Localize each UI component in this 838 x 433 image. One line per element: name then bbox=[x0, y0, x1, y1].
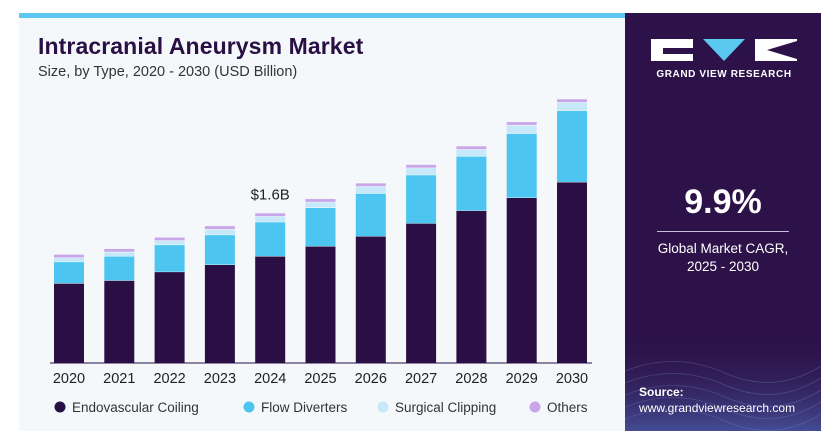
bar-flow-diverters-2024 bbox=[255, 221, 286, 257]
bar-surgical-clipping-2025 bbox=[305, 201, 336, 208]
bar-endovascular-coiling-2030 bbox=[557, 181, 587, 363]
bar-flow-diverters-2026 bbox=[355, 193, 386, 237]
data-label-2024: $1.6B bbox=[251, 186, 290, 203]
bar-endovascular-coiling-2024 bbox=[255, 256, 286, 363]
bar-endovascular-coiling-2029 bbox=[506, 197, 537, 363]
chart-title: Intracranial Aneurysm Market bbox=[38, 33, 364, 59]
x-tick-label-2026: 2026 bbox=[355, 371, 387, 387]
bar-others-2028 bbox=[456, 146, 487, 150]
bar-surgical-clipping-2020 bbox=[54, 257, 84, 262]
bar-others-2023 bbox=[204, 226, 235, 229]
cagr-value: 9.9% bbox=[684, 183, 762, 221]
x-tick-label-2024: 2024 bbox=[254, 371, 286, 387]
stacked-bar-chart: 2020 2021 2022 2023 2024 $1.6B 2025 2026 2027 202… bbox=[50, 99, 592, 415]
bar-others-2026 bbox=[355, 183, 386, 187]
bar-surgical-clipping-2030 bbox=[557, 102, 587, 111]
bar-flow-diverters-2030 bbox=[557, 110, 587, 182]
legend-marker-others bbox=[529, 401, 541, 413]
legend-label-others: Others bbox=[547, 400, 588, 415]
source-label: Source: bbox=[639, 385, 684, 399]
bar-surgical-clipping-2023 bbox=[204, 228, 235, 235]
legend-label-flow-diverters: Flow Diverters bbox=[261, 400, 348, 415]
x-tick-label-2022: 2022 bbox=[153, 371, 185, 387]
x-tick-label-2025: 2025 bbox=[304, 371, 336, 387]
bar-others-2021 bbox=[104, 248, 135, 252]
bar-surgical-clipping-2021 bbox=[104, 251, 135, 257]
legend-marker-surgical-clipping bbox=[377, 401, 389, 413]
bar-flow-diverters-2021 bbox=[104, 256, 135, 281]
bar-endovascular-coiling-2021 bbox=[104, 280, 135, 363]
bar-endovascular-coiling-2023 bbox=[204, 264, 235, 363]
bar-others-2029 bbox=[506, 122, 537, 125]
source-url[interactable]: www.grandviewresearch.com bbox=[639, 401, 796, 415]
bar-surgical-clipping-2024 bbox=[255, 216, 286, 222]
bar-endovascular-coiling-2028 bbox=[456, 210, 487, 363]
bar-others-2020 bbox=[54, 254, 84, 258]
bar-surgical-clipping-2026 bbox=[355, 186, 386, 194]
legend-label-endovascular-coiling: Endovascular Coiling bbox=[72, 400, 199, 415]
brand-name: GRAND VIEW RESEARCH bbox=[656, 69, 792, 80]
sidebar-panel: GRAND VIEW RESEARCH 9.9% Global Market C… bbox=[625, 13, 821, 431]
bar-flow-diverters-2027 bbox=[406, 174, 437, 224]
bar-flow-diverters-2023 bbox=[204, 234, 235, 265]
bar-others-2027 bbox=[406, 164, 437, 168]
bar-endovascular-coiling-2020 bbox=[54, 283, 84, 363]
legend-label-surgical-clipping: Surgical Clipping bbox=[395, 400, 496, 415]
x-tick-label-2020: 2020 bbox=[53, 371, 85, 387]
bar-surgical-clipping-2022 bbox=[154, 240, 185, 245]
legend-marker-flow-diverters bbox=[243, 401, 255, 413]
x-tick-label-2028: 2028 bbox=[455, 371, 487, 387]
bar-others-2030 bbox=[557, 99, 587, 103]
bar-endovascular-coiling-2025 bbox=[305, 246, 336, 363]
bar-surgical-clipping-2029 bbox=[506, 124, 537, 134]
cagr-label: Global Market CAGR, 2025 - 2030 bbox=[625, 240, 821, 276]
bar-others-2025 bbox=[305, 199, 336, 202]
bar-others-2024 bbox=[255, 213, 286, 217]
x-tick-label-2021: 2021 bbox=[103, 371, 135, 387]
bar-others-2022 bbox=[154, 237, 185, 241]
decorative-waves bbox=[625, 331, 821, 431]
bar-flow-diverters-2025 bbox=[305, 207, 336, 247]
x-tick-label-2027: 2027 bbox=[405, 371, 437, 387]
x-tick-label-2029: 2029 bbox=[506, 371, 538, 387]
cagr-label-line2: 2025 - 2030 bbox=[686, 259, 760, 274]
cagr-divider bbox=[657, 231, 789, 232]
bar-flow-diverters-2029 bbox=[506, 133, 537, 198]
legend-marker-endovascular-coiling bbox=[54, 401, 66, 413]
bar-surgical-clipping-2027 bbox=[406, 167, 437, 175]
bar-surgical-clipping-2028 bbox=[456, 149, 487, 157]
bar-endovascular-coiling-2026 bbox=[355, 236, 386, 363]
x-tick-label-2030: 2030 bbox=[556, 371, 588, 387]
bar-endovascular-coiling-2022 bbox=[154, 271, 185, 363]
bar-flow-diverters-2022 bbox=[154, 244, 185, 272]
cagr-label-line1: Global Market CAGR, bbox=[657, 241, 789, 256]
chart-subtitle: Size, by Type, 2020 - 2030 (USD Billion) bbox=[38, 64, 298, 80]
bar-flow-diverters-2028 bbox=[456, 156, 487, 211]
grand-view-research-logo bbox=[651, 39, 797, 61]
bar-endovascular-coiling-2027 bbox=[406, 223, 437, 363]
bar-flow-diverters-2020 bbox=[54, 261, 84, 284]
x-tick-label-2023: 2023 bbox=[204, 371, 236, 387]
